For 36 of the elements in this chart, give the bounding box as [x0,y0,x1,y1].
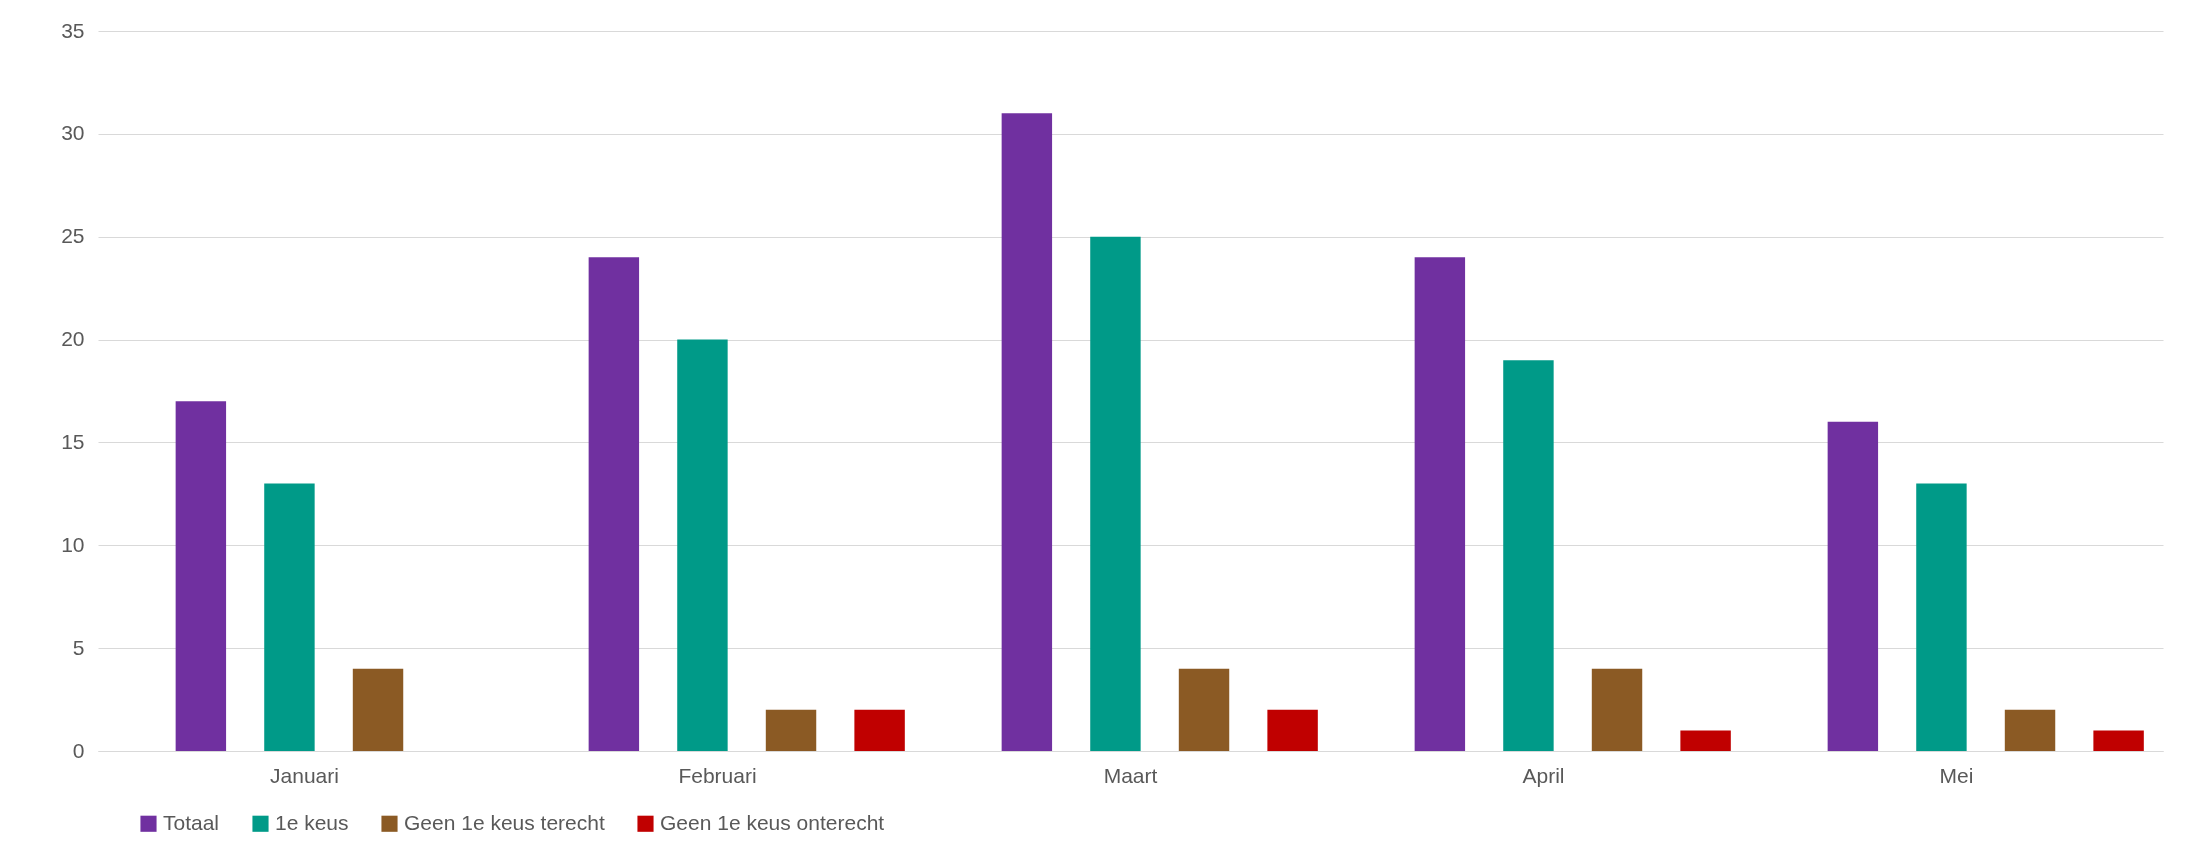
bar [175,401,227,751]
bar [1001,113,1053,751]
bar [1827,421,1879,751]
y-tick-label: 25 [61,224,85,248]
bar [588,257,640,751]
bar [1267,709,1318,751]
bar [1090,236,1141,751]
legend-label: Totaal [163,810,220,834]
legend-label: Geen 1e keus onterecht [660,810,885,834]
y-tick-label: 35 [61,18,85,42]
bar [352,668,404,751]
bar [264,483,315,751]
bar [1591,668,1643,751]
bar [765,709,817,751]
x-tick-label: April [1522,763,1565,787]
y-tick-label: 20 [61,327,85,351]
bar [1680,730,1731,751]
y-tick-label: 10 [61,532,85,556]
x-tick-label: Maart [1103,763,1158,787]
bar [2004,709,2056,751]
bar [854,709,905,751]
legend-label: 1e keus [275,810,349,834]
y-tick-label: 30 [61,121,85,145]
y-tick-label: 15 [61,429,85,453]
bar [1178,668,1230,751]
y-tick-label: 5 [72,635,85,659]
bar [1503,360,1554,751]
y-tick-label: 0 [72,738,85,762]
bar [1916,483,1967,751]
bar [2093,730,2144,751]
x-tick-label: Februari [678,763,757,787]
x-tick-label: Januari [270,763,339,787]
bar [1414,257,1466,751]
bar [677,339,728,751]
x-tick-label: Mei [1939,763,1974,787]
legend-label: Geen 1e keus terecht [404,810,605,834]
